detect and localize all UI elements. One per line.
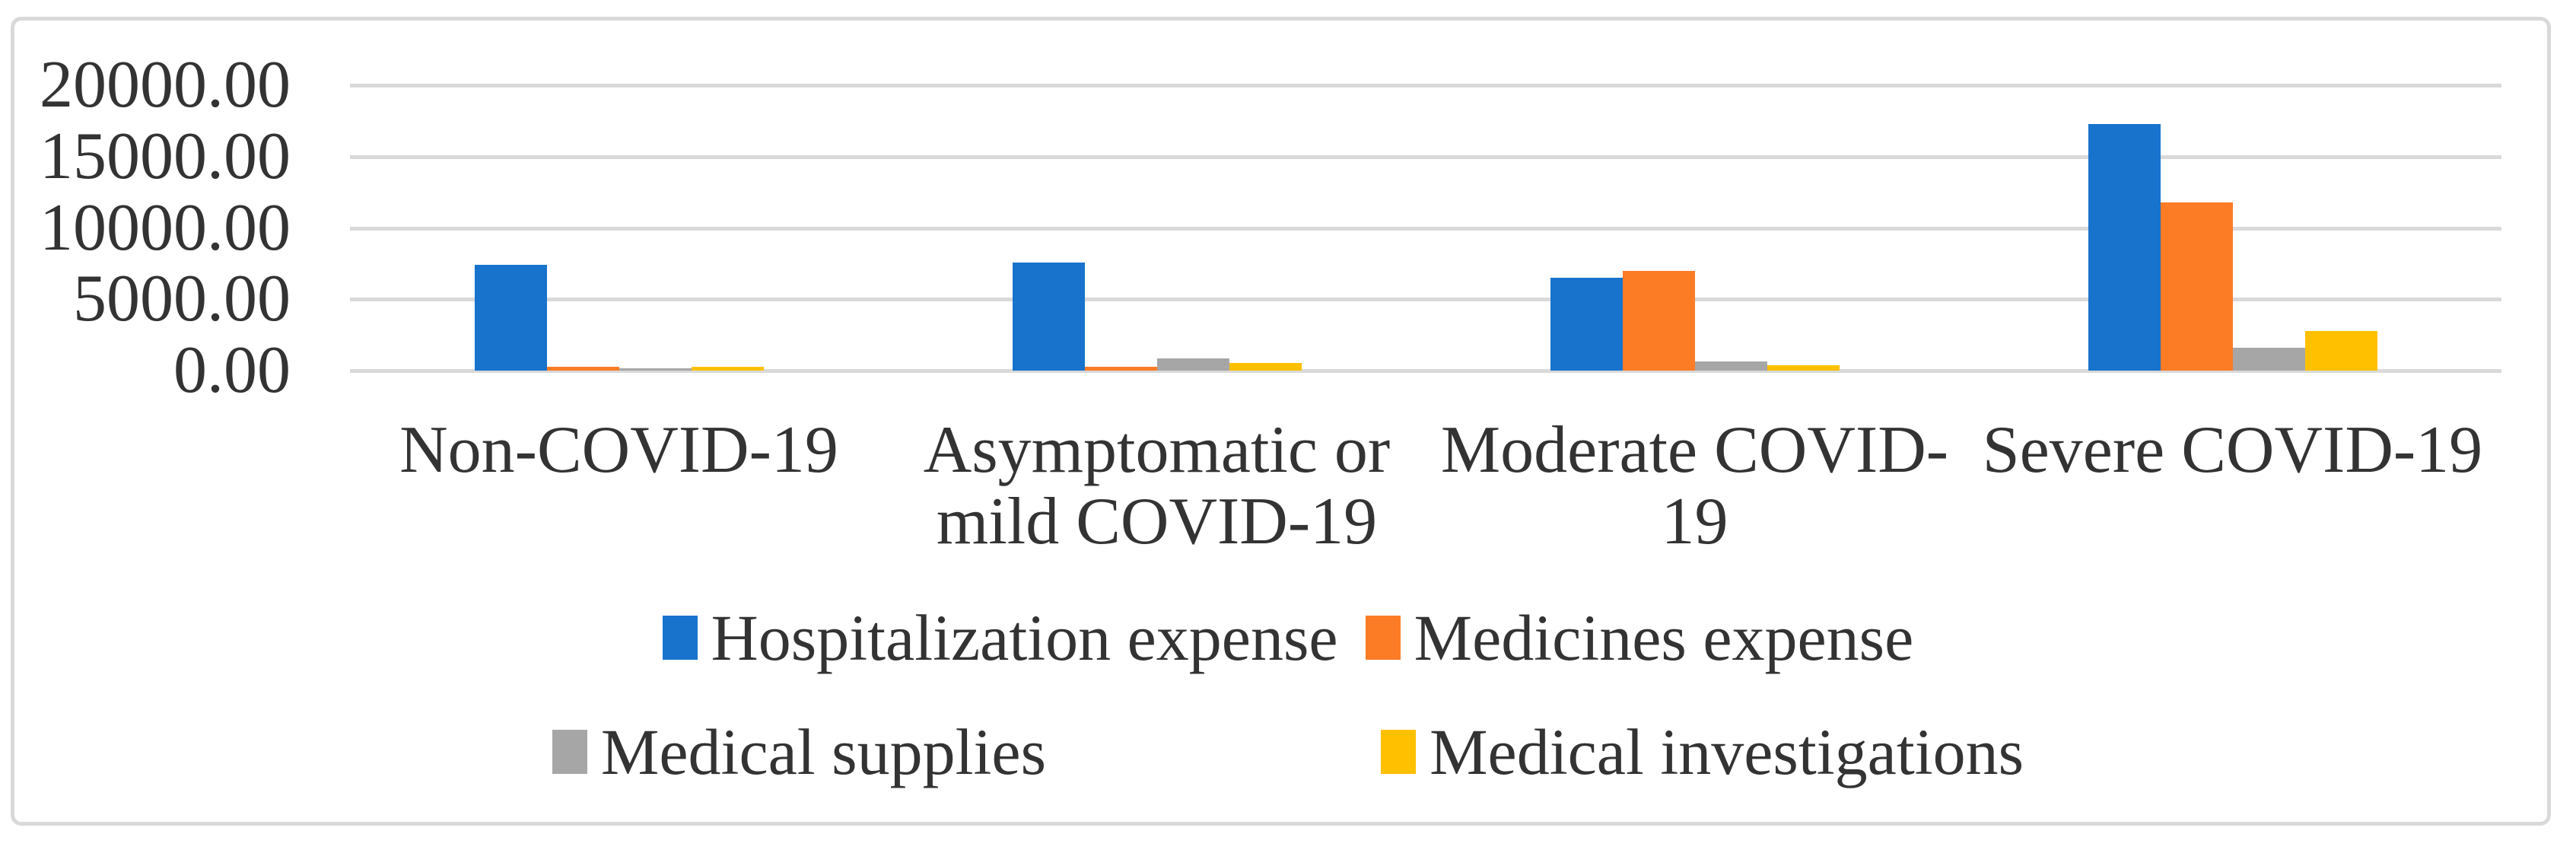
bar	[1694, 361, 1767, 371]
gridline	[350, 84, 2501, 88]
bar	[1550, 278, 1623, 371]
x-axis-category-label-line: Moderate COVID-	[1440, 413, 1949, 487]
legend-label: Medical investigations	[1430, 715, 2024, 788]
bar	[1012, 263, 1085, 371]
x-axis: Non-COVID-19 Asymptomatic or mild COVID-19…	[350, 413, 2501, 559]
bar-group	[350, 85, 888, 371]
bar	[2232, 348, 2305, 371]
bar	[1622, 270, 1695, 371]
y-axis-tick-label: 15000.00	[40, 119, 291, 193]
legend-item: Medicines expense	[1365, 601, 1914, 674]
x-axis-category-label: Non-COVID-19	[350, 413, 888, 558]
x-axis-category-label-line: mild COVID-19	[936, 485, 1378, 559]
bar	[2160, 202, 2233, 371]
plot-area	[350, 84, 2501, 373]
legend-swatch-icon	[552, 730, 587, 774]
legend-swatch-icon	[1365, 616, 1401, 660]
x-axis-category-label-line: Severe COVID-19	[1982, 413, 2483, 487]
bar	[2088, 123, 2161, 371]
bar	[1156, 358, 1229, 371]
bar-group	[1426, 85, 1964, 371]
gridline	[350, 369, 2501, 373]
bar	[1767, 365, 1840, 371]
gridline	[350, 298, 2501, 302]
y-axis-tick-label: 20000.00	[40, 48, 291, 122]
gridline	[350, 226, 2501, 231]
legend-label: Medical supplies	[600, 715, 1047, 788]
bar	[1084, 367, 1157, 371]
legend-row: Medical supplies Medical investigations	[0, 719, 2576, 785]
bar	[1229, 363, 1302, 371]
legend-swatch-icon	[662, 616, 698, 660]
x-axis-category-label: Asymptomatic or mild COVID-19	[888, 413, 1426, 559]
x-axis-category-label: Severe COVID-19	[1964, 413, 2501, 558]
y-axis-tick-label: 0.00	[173, 333, 291, 407]
bar	[2304, 331, 2377, 371]
legend-item: Medical investigations	[1381, 719, 2024, 785]
y-axis-tick-label: 10000.00	[40, 190, 291, 265]
legend-label: Medicines expense	[1414, 601, 1914, 674]
bar-group	[1964, 85, 2501, 371]
bar	[546, 367, 619, 371]
x-axis-category-label-line: Non-COVID-19	[399, 413, 838, 487]
bar-group	[888, 85, 1426, 371]
y-axis-tick-label: 5000.00	[73, 262, 291, 336]
gridline	[350, 154, 2501, 159]
bar	[619, 368, 692, 371]
legend-item: Hospitalization expense	[662, 601, 1338, 674]
legend-label: Hospitalization expense	[711, 601, 1338, 674]
legend-swatch-icon	[1381, 730, 1417, 774]
legend-item: Medical supplies	[552, 719, 1046, 785]
bar	[474, 265, 547, 371]
y-axis: 20000.00 15000.00 10000.00 5000.00 0.00	[0, 52, 298, 404]
x-axis-category-label-line: 19	[1661, 485, 1728, 559]
bar	[691, 367, 764, 371]
bar-groups	[350, 85, 2501, 371]
x-axis-category-label: Moderate COVID- 19	[1426, 413, 1964, 559]
x-axis-category-label-line: Asymptomatic or	[923, 413, 1391, 487]
legend-row: Hospitalization expense Medicines expense	[0, 605, 2576, 670]
